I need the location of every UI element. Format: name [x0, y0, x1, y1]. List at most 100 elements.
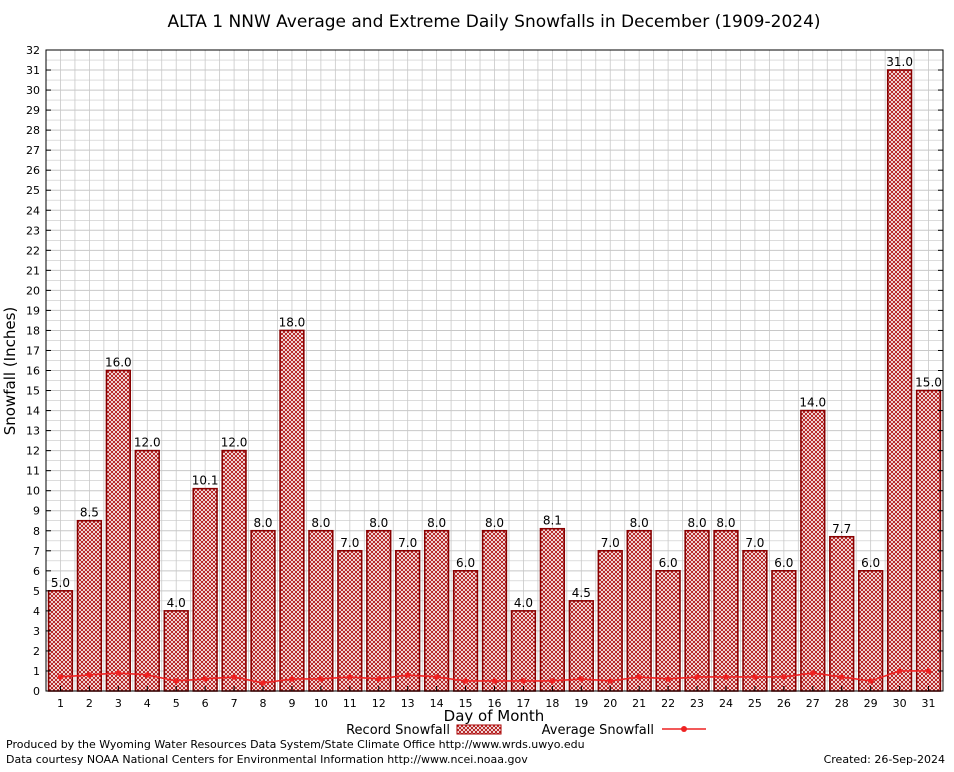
- y-tick-label: 13: [26, 425, 40, 438]
- legend-record-swatch: [456, 724, 502, 735]
- bar-value-label: 10.1: [192, 474, 219, 488]
- x-tick-label: 1: [57, 697, 64, 710]
- record-bar: [134, 449, 160, 692]
- bar-value-label: 15.0: [915, 376, 942, 390]
- record-bar: [626, 529, 652, 692]
- y-tick-label: 26: [26, 164, 40, 177]
- bar-value-label: 6.0: [456, 556, 475, 570]
- bar-value-label: 8.0: [716, 516, 735, 530]
- y-tick-label: 29: [26, 104, 40, 117]
- x-tick-label: 3: [115, 697, 122, 710]
- bar-value-label: 7.0: [601, 536, 620, 550]
- y-tick-label: 5: [33, 585, 40, 598]
- x-tick-label: 14: [430, 697, 444, 710]
- y-tick-label: 22: [26, 244, 40, 257]
- record-bar: [915, 389, 942, 692]
- y-tick-label: 27: [26, 144, 40, 157]
- x-tick-label: 31: [922, 697, 936, 710]
- average-point: [289, 676, 295, 682]
- y-tick-label: 30: [26, 84, 40, 97]
- bar-value-label: 6.0: [861, 556, 880, 570]
- chart-title: ALTA 1 NNW Average and Extreme Daily Sno…: [167, 12, 820, 32]
- y-tick-label: 1: [33, 665, 40, 678]
- average-point: [752, 674, 758, 680]
- bar-value-label: 16.0: [105, 356, 132, 370]
- record-bar: [192, 487, 218, 692]
- record-bar: [279, 329, 305, 692]
- bar-value-label: 7.7: [832, 522, 851, 536]
- average-point: [404, 672, 411, 678]
- bar-labels-layer: 5.0 8.5 16.0 12.0 4.0 10.1 12.0 8.0 18.0 8.0 7.0 8.…: [51, 55, 942, 610]
- average-point: [115, 670, 122, 676]
- record-bar: [395, 549, 421, 692]
- y-tick-label: 31: [26, 64, 40, 77]
- x-tick-label: 8: [260, 697, 267, 710]
- y-tick-label: 11: [26, 465, 40, 478]
- x-tick-label: 9: [288, 697, 295, 710]
- legend-average-label: Average Snowfall: [542, 723, 654, 738]
- average-point: [694, 674, 700, 680]
- x-tick-label: 13: [401, 697, 415, 710]
- x-tick-label: 25: [748, 697, 762, 710]
- average-point: [144, 672, 151, 678]
- bars-layer: [47, 69, 942, 692]
- average-point: [578, 676, 585, 682]
- record-bar: [76, 519, 103, 692]
- record-bar: [713, 529, 739, 692]
- legend-average-marker: [681, 726, 687, 732]
- record-bar: [800, 409, 826, 692]
- average-point: [665, 676, 671, 682]
- x-tick-label: 20: [603, 697, 617, 710]
- y-tick-label: 0: [33, 685, 40, 698]
- x-tick-label: 15: [459, 697, 473, 710]
- record-bar: [684, 529, 710, 692]
- ticks-layer: 0123456789101112131415161718192021222324…: [26, 44, 943, 710]
- y-tick-label: 6: [33, 565, 40, 578]
- bar-value-label: 8.0: [427, 516, 446, 530]
- average-point: [867, 678, 874, 684]
- bar-value-label: 8.0: [311, 516, 330, 530]
- average-point: [260, 680, 266, 686]
- bar-value-label: 8.0: [253, 516, 272, 530]
- bar-value-label: 7.0: [398, 536, 417, 550]
- record-bar: [742, 549, 768, 692]
- y-tick-label: 9: [33, 505, 40, 518]
- average-point: [896, 668, 903, 674]
- x-tick-label: 16: [488, 697, 502, 710]
- bar-value-label: 8.0: [688, 516, 707, 530]
- footer-produced-by: Produced by the Wyoming Water Resources …: [6, 738, 585, 751]
- record-bar: [308, 529, 334, 692]
- x-tick-label: 30: [893, 697, 907, 710]
- average-point: [607, 678, 614, 684]
- x-tick-label: 2: [86, 697, 93, 710]
- x-tick-label: 5: [173, 697, 180, 710]
- average-point: [375, 676, 382, 682]
- average-point: [462, 678, 469, 684]
- bar-value-label: 4.0: [167, 596, 186, 610]
- bar-value-label: 6.0: [774, 556, 793, 570]
- legend: Record Snowfall Average Snowfall: [346, 723, 706, 738]
- record-bar: [481, 529, 508, 692]
- x-tick-label: 19: [574, 697, 588, 710]
- x-tick-label: 11: [343, 697, 357, 710]
- bar-value-label: 14.0: [799, 396, 826, 410]
- y-tick-label: 17: [26, 344, 40, 357]
- y-tick-label: 4: [33, 605, 40, 618]
- y-tick-label: 32: [26, 44, 40, 57]
- y-tick-label: 16: [26, 365, 40, 378]
- footer-data-courtesy: Data courtesy NOAA National Centers for …: [6, 753, 528, 766]
- x-tick-label: 28: [835, 697, 849, 710]
- y-tick-label: 8: [33, 525, 40, 538]
- y-tick-label: 15: [26, 385, 40, 398]
- x-tick-label: 22: [661, 697, 675, 710]
- record-bar: [366, 529, 392, 692]
- average-point: [520, 678, 527, 684]
- y-tick-label: 25: [26, 184, 40, 197]
- y-tick-label: 7: [33, 545, 40, 558]
- average-point: [838, 674, 845, 680]
- bar-value-label: 7.0: [745, 536, 764, 550]
- x-tick-label: 23: [690, 697, 704, 710]
- x-tick-label: 21: [632, 697, 646, 710]
- legend-record-label: Record Snowfall: [346, 723, 450, 738]
- record-bar: [655, 570, 681, 692]
